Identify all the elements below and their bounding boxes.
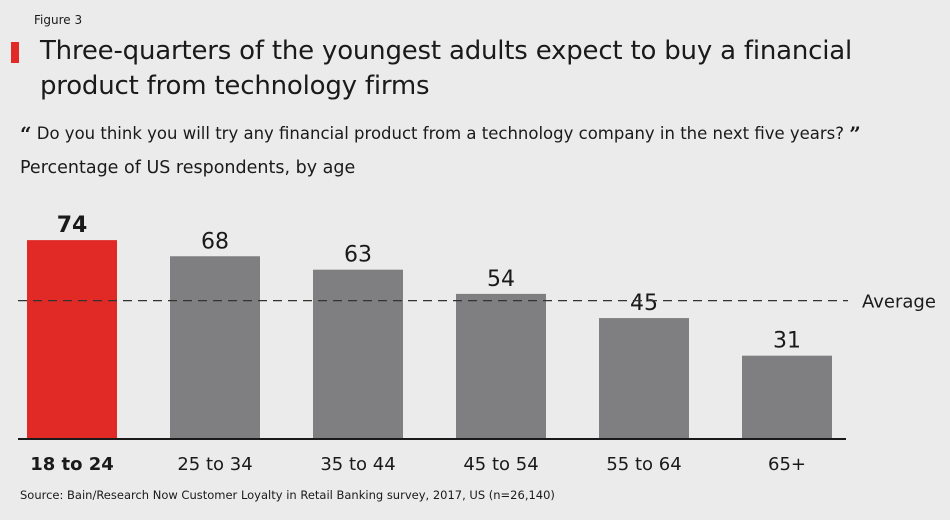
average-label: Average — [862, 292, 936, 313]
survey-question: “ Do you think you will try any financia… — [20, 122, 861, 146]
x-tick-label: 55 to 64 — [606, 454, 681, 475]
close-quote-mark: ” — [849, 122, 861, 146]
x-tick-label: 45 to 54 — [463, 454, 538, 475]
bar-35-to-44 — [313, 269, 403, 439]
data-label: 68 — [201, 229, 229, 254]
source-note: Source: Bain/Research Now Customer Loyal… — [20, 488, 555, 502]
survey-question-text: Do you think you will try any financial … — [36, 124, 845, 143]
x-tick-label: 65+ — [768, 454, 806, 475]
chart-title: Three-quarters of the youngest adults ex… — [40, 36, 853, 101]
bar-chart: 74 18 to 24 68 25 to 34 63 35 to 44 54 45 to 54… — [18, 213, 936, 475]
open-quote-mark: “ — [20, 122, 32, 146]
figure-label: Figure 3 — [34, 13, 83, 27]
x-tick-label: 25 to 34 — [177, 454, 252, 475]
x-tick-label: 18 to 24 — [30, 454, 114, 475]
chart-subtitle: Percentage of US respondents, by age — [20, 158, 356, 178]
bar-65plus — [742, 355, 832, 439]
x-tick-label: 35 to 44 — [320, 454, 395, 475]
data-label: 45 — [630, 291, 658, 316]
data-label: 63 — [344, 243, 372, 268]
bar-25-to-34 — [170, 256, 260, 439]
data-label: 74 — [57, 213, 88, 238]
bar-55-to-64 — [599, 318, 689, 439]
data-label: 31 — [773, 329, 801, 354]
title-accent-bar — [11, 42, 19, 63]
bar-45-to-54 — [456, 293, 546, 439]
bar-18-to-24 — [27, 240, 117, 439]
data-label: 54 — [487, 267, 515, 292]
